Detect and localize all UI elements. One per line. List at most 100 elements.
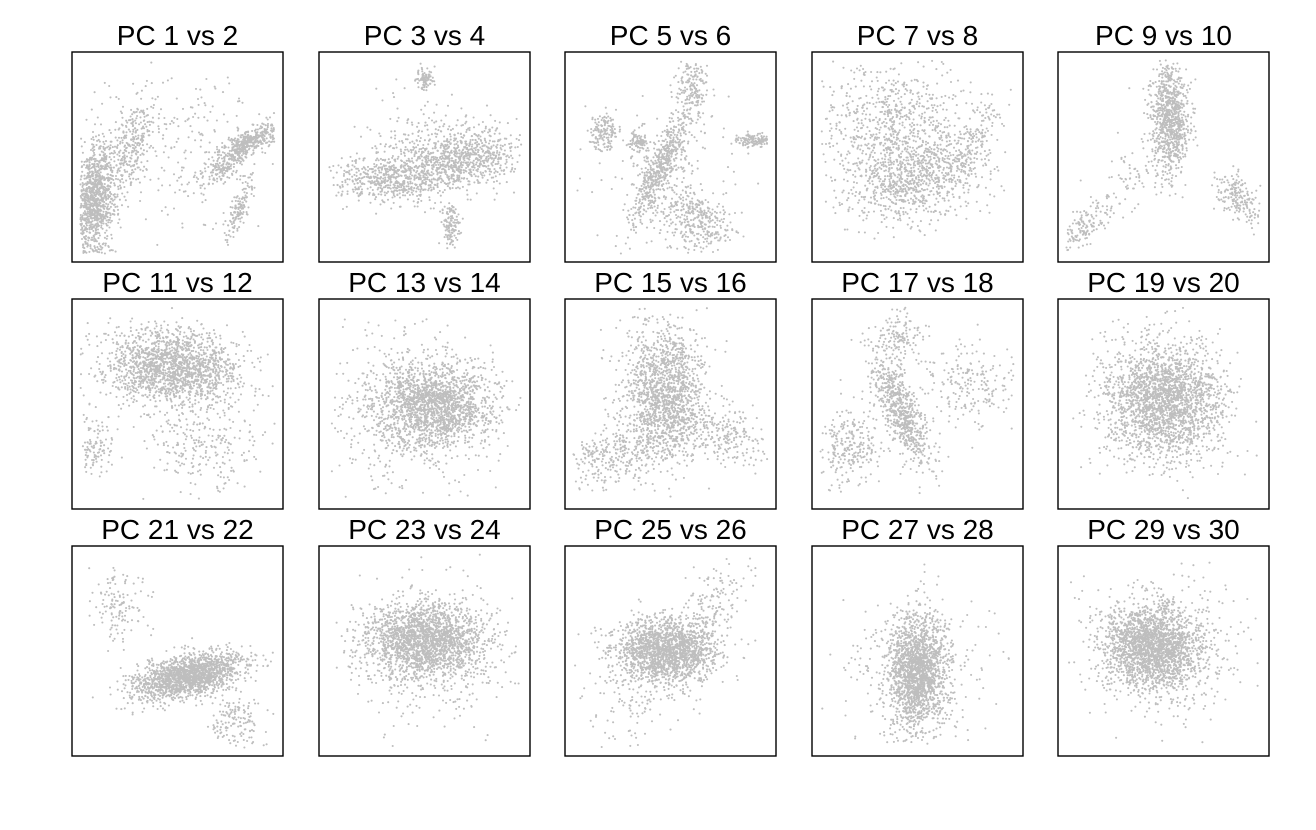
data-point xyxy=(377,159,380,162)
data-point xyxy=(606,148,609,151)
data-point xyxy=(235,114,238,117)
data-point xyxy=(485,181,488,184)
data-point xyxy=(440,164,443,167)
data-point xyxy=(221,141,224,145)
data-point xyxy=(420,77,423,80)
data-point xyxy=(410,157,414,160)
data-point xyxy=(455,218,459,221)
data-point xyxy=(258,113,261,116)
data-point xyxy=(430,189,433,192)
data-point xyxy=(128,175,131,178)
data-point xyxy=(456,186,460,189)
data-point xyxy=(756,143,759,146)
data-point xyxy=(672,128,675,131)
data-point xyxy=(458,187,461,190)
data-point xyxy=(492,144,495,147)
data-point xyxy=(498,121,501,124)
data-point xyxy=(386,198,390,201)
data-point xyxy=(377,180,380,183)
data-point xyxy=(375,212,378,215)
data-point xyxy=(184,190,187,193)
data-point xyxy=(192,115,195,119)
data-point xyxy=(148,146,151,149)
data-point xyxy=(458,149,461,152)
data-point xyxy=(409,177,413,180)
data-point xyxy=(682,148,685,151)
data-point xyxy=(466,193,469,196)
data-point xyxy=(120,204,124,207)
data-point xyxy=(430,174,433,177)
data-point xyxy=(212,168,215,171)
data-point xyxy=(135,162,138,165)
data-point xyxy=(662,166,666,169)
data-point xyxy=(246,149,249,152)
data-point xyxy=(630,228,633,231)
data-point xyxy=(396,157,399,160)
data-point xyxy=(239,174,242,177)
data-point xyxy=(434,146,437,149)
data-point xyxy=(250,144,254,147)
data-point xyxy=(436,182,439,185)
data-point xyxy=(241,134,244,137)
data-point xyxy=(107,188,111,191)
data-point xyxy=(122,131,125,134)
data-point xyxy=(399,174,402,177)
data-point xyxy=(92,154,95,157)
data-point xyxy=(379,157,382,160)
data-point xyxy=(250,153,253,156)
data-point xyxy=(450,231,453,234)
data-point xyxy=(340,193,343,196)
data-point xyxy=(226,169,229,172)
data-point xyxy=(465,128,468,131)
data-point xyxy=(247,176,250,179)
data-point xyxy=(698,241,701,244)
data-point xyxy=(660,180,663,183)
data-point xyxy=(638,151,641,154)
data-point xyxy=(636,146,639,149)
data-point xyxy=(453,146,456,149)
data-point xyxy=(109,201,112,204)
data-point xyxy=(96,208,100,211)
data-point xyxy=(490,170,493,173)
data-point xyxy=(514,167,517,170)
data-point xyxy=(428,163,431,167)
data-point xyxy=(684,133,687,136)
data-point xyxy=(86,221,89,224)
data-point xyxy=(445,220,449,224)
data-point xyxy=(260,147,263,150)
data-point xyxy=(130,138,133,141)
data-point xyxy=(406,191,409,195)
data-point xyxy=(752,140,756,143)
data-point xyxy=(410,188,413,191)
data-point xyxy=(673,76,676,79)
data-point xyxy=(88,186,91,189)
data-point xyxy=(250,187,254,190)
data-point xyxy=(655,184,658,187)
data-point xyxy=(359,191,362,194)
data-point xyxy=(132,150,135,153)
data-point xyxy=(654,209,657,212)
data-point xyxy=(471,165,474,169)
data-point xyxy=(160,166,163,169)
data-point xyxy=(704,237,707,241)
data-point xyxy=(406,198,409,201)
data-point xyxy=(244,180,247,184)
data-point xyxy=(758,132,762,135)
data-point xyxy=(484,125,487,128)
data-point xyxy=(643,189,646,192)
data-point xyxy=(463,159,466,162)
data-point xyxy=(406,176,409,179)
data-point xyxy=(110,166,113,169)
data-point xyxy=(222,211,225,215)
data-point xyxy=(382,186,385,189)
data-point xyxy=(603,132,606,135)
data-point xyxy=(413,155,416,158)
data-point xyxy=(90,137,93,141)
data-point xyxy=(492,151,496,154)
data-point xyxy=(407,182,410,186)
data-point xyxy=(129,115,132,118)
data-point xyxy=(257,144,260,148)
data-point xyxy=(162,151,165,154)
data-point xyxy=(215,119,218,122)
data-point xyxy=(430,119,434,122)
